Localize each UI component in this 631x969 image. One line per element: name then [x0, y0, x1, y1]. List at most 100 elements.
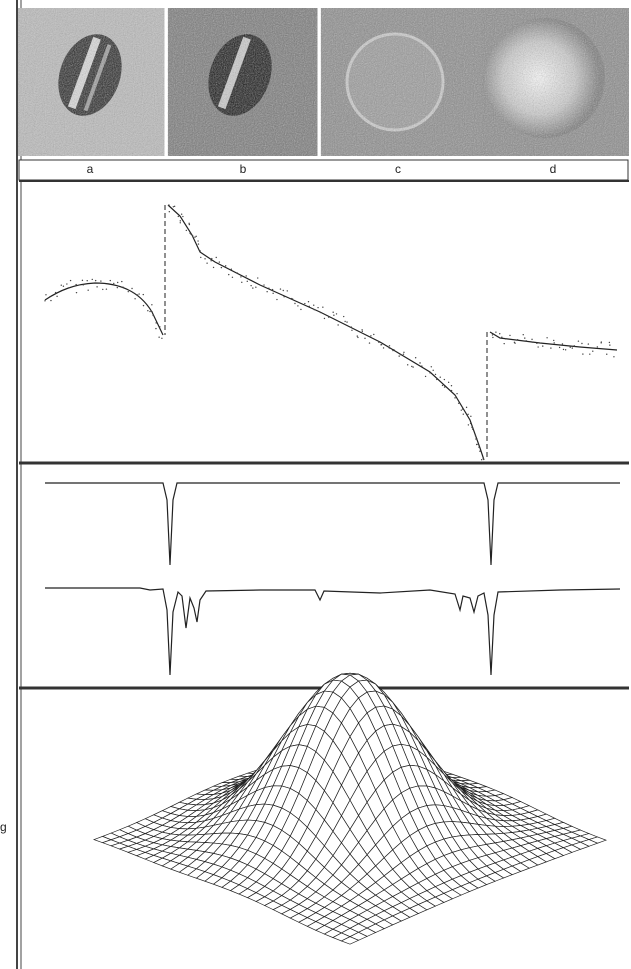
dot: [132, 292, 133, 293]
label-strip: [19, 160, 628, 180]
dot: [192, 235, 193, 236]
dot: [138, 293, 139, 294]
dot: [351, 330, 352, 331]
dot: [501, 337, 502, 338]
dot: [481, 459, 482, 460]
dot: [225, 265, 226, 266]
image-label: a: [87, 162, 94, 176]
dot: [400, 354, 401, 355]
dot: [461, 409, 462, 410]
dot: [313, 305, 314, 306]
dot: [188, 223, 189, 224]
dot: [143, 294, 144, 295]
dot: [351, 326, 352, 327]
dot: [425, 376, 426, 377]
dot: [467, 414, 468, 415]
dot: [294, 303, 295, 304]
dot: [131, 288, 132, 289]
dot: [308, 301, 309, 302]
dot: [456, 393, 457, 394]
dot: [69, 287, 70, 288]
dot: [436, 379, 437, 380]
dot: [574, 345, 575, 346]
dot: [49, 296, 50, 297]
dot: [169, 211, 170, 212]
dot: [211, 258, 212, 259]
dot: [344, 321, 345, 322]
dot: [444, 386, 445, 387]
dot: [589, 353, 590, 354]
dot: [250, 285, 251, 286]
dot: [362, 331, 363, 332]
surface-mesh: [94, 673, 606, 944]
dot: [309, 306, 310, 307]
dot: [180, 220, 181, 221]
dot: [572, 347, 573, 348]
dot: [383, 347, 384, 348]
dot: [219, 261, 220, 262]
dot: [45, 294, 46, 295]
dot: [70, 280, 71, 281]
dot: [257, 277, 258, 278]
dot: [398, 355, 399, 356]
dot: [389, 347, 390, 348]
dot: [415, 357, 416, 358]
dot: [147, 310, 148, 311]
dot: [216, 257, 217, 258]
dot: [531, 339, 532, 340]
dot: [66, 283, 67, 284]
dot: [472, 429, 473, 430]
dot: [454, 397, 455, 398]
image-label: d: [550, 162, 557, 176]
dot: [470, 423, 471, 424]
dot: [180, 222, 181, 223]
dot: [597, 346, 598, 347]
dot: [499, 333, 500, 334]
dot: [361, 329, 362, 330]
dot: [210, 260, 211, 261]
dot: [143, 305, 144, 306]
dot: [370, 335, 371, 336]
dot: [503, 343, 504, 344]
dot: [546, 337, 547, 338]
dot: [82, 280, 83, 281]
dot: [174, 206, 175, 207]
dot: [333, 315, 334, 316]
dot: [609, 344, 610, 345]
dot: [231, 269, 232, 270]
image-strip: [18, 8, 629, 156]
dot: [168, 204, 169, 205]
dot: [297, 305, 298, 306]
dot: [582, 353, 583, 354]
dot: [476, 444, 477, 445]
scatter-dots: [44, 204, 614, 460]
dot: [159, 326, 160, 327]
dot: [194, 236, 195, 237]
dot: [122, 286, 123, 287]
image-label: b: [240, 162, 247, 176]
dot: [553, 340, 554, 341]
dot: [537, 346, 538, 347]
dot: [373, 334, 374, 335]
figure: a b c d g: [0, 0, 631, 969]
dot: [378, 342, 379, 343]
dot: [314, 309, 315, 310]
dot: [357, 335, 358, 336]
dot: [492, 334, 493, 335]
dot: [536, 343, 537, 344]
dot: [75, 284, 76, 285]
dot: [514, 343, 515, 344]
dot: [431, 366, 432, 367]
dot: [328, 316, 329, 317]
dot: [237, 272, 238, 273]
dot: [117, 287, 118, 288]
dot: [50, 300, 51, 301]
dot: [117, 282, 118, 283]
dot: [182, 216, 183, 217]
dot: [151, 304, 152, 305]
trace-bottom: [45, 588, 620, 675]
dot: [317, 307, 318, 308]
dot: [381, 344, 382, 345]
dot: [592, 351, 593, 352]
dot: [601, 341, 602, 342]
